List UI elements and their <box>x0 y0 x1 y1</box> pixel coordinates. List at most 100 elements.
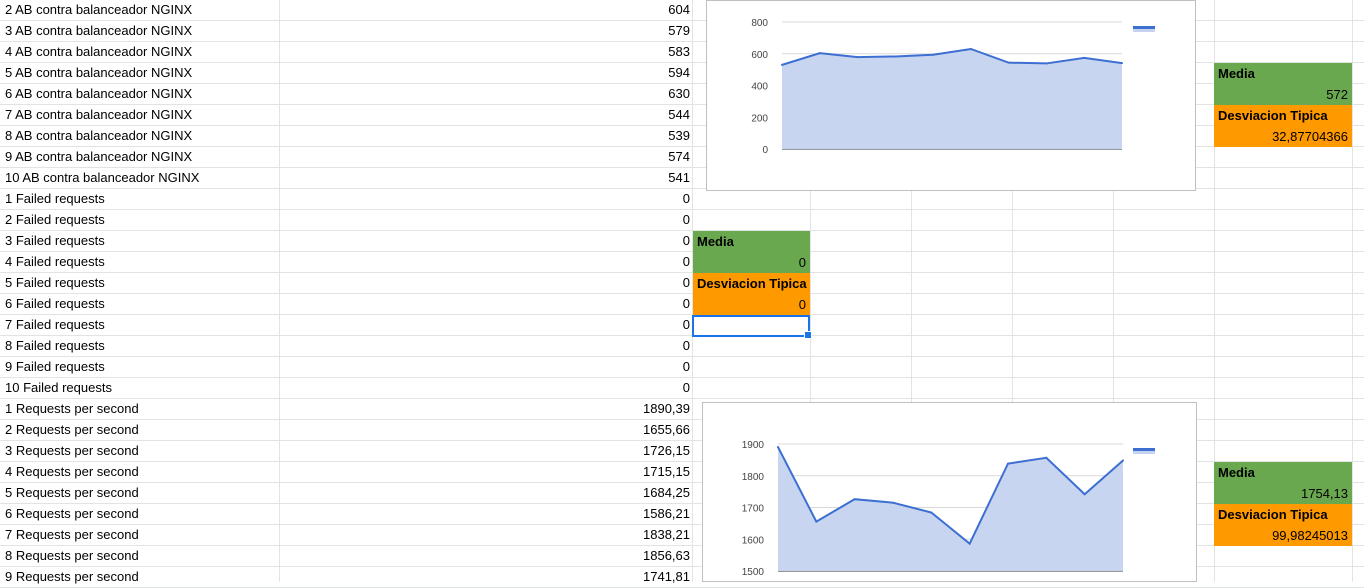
table-row[interactable]: 1 Failed requests 0 <box>0 189 1364 210</box>
media-value-nginx[interactable]: 572 <box>1214 84 1352 105</box>
table-row[interactable]: 2 Requests per second 1655,66 <box>0 420 1364 441</box>
row-value-cell[interactable]: 1741,81 <box>643 569 690 584</box>
row-value-cell[interactable]: 544 <box>668 107 690 122</box>
table-row[interactable]: 6 AB contra balanceador NGINX 630 <box>0 84 1364 105</box>
row-label-cell[interactable]: 4 AB contra balanceador NGINX <box>5 44 193 59</box>
row-label-cell[interactable]: 3 Requests per second <box>5 443 139 458</box>
row-value-cell[interactable]: 1715,15 <box>643 464 690 479</box>
table-row[interactable]: 8 AB contra balanceador NGINX 539 <box>0 126 1364 147</box>
desviacion-value-failed[interactable]: 0 <box>693 294 810 315</box>
table-row[interactable]: 8 Failed requests 0 <box>0 336 1364 357</box>
table-row[interactable]: 8 Requests per second 1856,63 <box>0 546 1364 567</box>
row-value-cell[interactable]: 1655,66 <box>643 422 690 437</box>
table-row[interactable]: 3 Requests per second 1726,15 <box>0 441 1364 462</box>
row-value-cell[interactable]: 0 <box>682 380 690 395</box>
row-value-cell[interactable]: 0 <box>682 212 690 227</box>
row-label-cell[interactable]: 7 Requests per second <box>5 527 139 542</box>
row-value-cell[interactable]: 0 <box>682 275 690 290</box>
table-row[interactable]: 9 Failed requests 0 <box>0 357 1364 378</box>
table-row[interactable]: 10 AB contra balanceador NGINX 541 <box>0 168 1364 189</box>
row-label-cell[interactable]: 4 Requests per second <box>5 464 139 479</box>
row-label-cell[interactable]: 8 Failed requests <box>5 338 105 353</box>
row-value-cell[interactable]: 0 <box>682 296 690 311</box>
row-label-cell[interactable]: 4 Failed requests <box>5 254 105 269</box>
table-row[interactable]: 7 AB contra balanceador NGINX 544 <box>0 105 1364 126</box>
row-value-cell[interactable]: 1856,63 <box>643 548 690 563</box>
row-label-cell[interactable]: 3 AB contra balanceador NGINX <box>5 23 193 38</box>
desviacion-label-failed[interactable]: Desviacion Tipica <box>693 273 810 294</box>
table-row[interactable]: 10 Failed requests 0 <box>0 378 1364 399</box>
row-label-cell[interactable]: 2 AB contra balanceador NGINX <box>5 2 193 17</box>
row-label-cell[interactable]: 10 AB contra balanceador NGINX <box>5 170 200 185</box>
row-value-cell[interactable]: 0 <box>682 233 690 248</box>
table-row[interactable]: 4 Failed requests 0 <box>0 252 1364 273</box>
row-value-cell[interactable]: 0 <box>682 338 690 353</box>
table-row[interactable]: 7 Requests per second 1838,21 <box>0 525 1364 546</box>
row-value-cell[interactable]: 1890,39 <box>643 401 690 416</box>
chart-rps-area[interactable]: 1500 1600 1700 1800 1900 <box>702 402 1197 582</box>
row-label-cell[interactable]: 6 AB contra balanceador NGINX <box>5 86 193 101</box>
table-row[interactable]: 9 AB contra balanceador NGINX 574 <box>0 147 1364 168</box>
table-row[interactable]: 2 Failed requests 0 <box>0 210 1364 231</box>
row-value-cell[interactable]: 1684,25 <box>643 485 690 500</box>
row-label-cell[interactable]: 2 Failed requests <box>5 212 105 227</box>
row-value-cell[interactable]: 579 <box>668 23 690 38</box>
row-label-cell[interactable]: 6 Failed requests <box>5 296 105 311</box>
row-label-cell[interactable]: 9 AB contra balanceador NGINX <box>5 149 193 164</box>
table-row[interactable]: 4 Requests per second 1715,15 <box>0 462 1364 483</box>
table-row[interactable]: 5 Requests per second 1684,25 <box>0 483 1364 504</box>
row-value-cell[interactable]: 0 <box>682 317 690 332</box>
row-label-cell[interactable]: 5 Requests per second <box>5 485 139 500</box>
fill-handle[interactable] <box>804 331 812 339</box>
row-label-cell[interactable]: 5 AB contra balanceador NGINX <box>5 65 193 80</box>
row-label-cell[interactable]: 2 Requests per second <box>5 422 139 437</box>
table-row[interactable]: 1 Requests per second 1890,39 <box>0 399 1364 420</box>
desviacion-label-rps[interactable]: Desviacion Tipica <box>1214 504 1352 525</box>
row-value-cell[interactable]: 541 <box>668 170 690 185</box>
table-row[interactable]: 3 Failed requests 0 <box>0 231 1364 252</box>
row-value-cell[interactable]: 1838,21 <box>643 527 690 542</box>
desviacion-value-nginx[interactable]: 32,87704366 <box>1214 126 1352 147</box>
row-label-cell[interactable]: 1 Requests per second <box>5 401 139 416</box>
table-row[interactable]: 4 AB contra balanceador NGINX 583 <box>0 42 1364 63</box>
desviacion-value-rps[interactable]: 99,98245013 <box>1214 525 1352 546</box>
row-value-cell[interactable]: 574 <box>668 149 690 164</box>
row-value-cell[interactable]: 0 <box>682 359 690 374</box>
table-row[interactable]: 7 Failed requests 0 <box>0 315 1364 336</box>
row-label-cell[interactable]: 5 Failed requests <box>5 275 105 290</box>
media-value-failed[interactable]: 0 <box>693 252 810 273</box>
row-label-cell[interactable]: 1 Failed requests <box>5 191 105 206</box>
row-label-cell[interactable]: 7 AB contra balanceador NGINX <box>5 107 193 122</box>
row-value-cell[interactable]: 630 <box>668 86 690 101</box>
row-value-cell[interactable]: 1586,21 <box>643 506 690 521</box>
row-value-cell[interactable]: 604 <box>668 2 690 17</box>
row-label-cell[interactable]: 8 Requests per second <box>5 548 139 563</box>
media-label-nginx[interactable]: Media <box>1214 63 1352 84</box>
table-row[interactable]: 2 AB contra balanceador NGINX 604 <box>0 0 1364 21</box>
row-label-cell[interactable]: 9 Requests per second <box>5 569 139 584</box>
chart-nginx-area[interactable]: 0 200 400 600 800 <box>706 0 1196 191</box>
row-value-cell[interactable]: 0 <box>682 254 690 269</box>
media-value-rps[interactable]: 1754,13 <box>1214 483 1352 504</box>
desviacion-label-nginx[interactable]: Desviacion Tipica <box>1214 105 1352 126</box>
table-row[interactable]: 5 AB contra balanceador NGINX 594 <box>0 63 1364 84</box>
table-row[interactable]: 3 AB contra balanceador NGINX 579 <box>0 21 1364 42</box>
table-row[interactable]: 6 Failed requests 0 <box>0 294 1364 315</box>
row-label-cell[interactable]: 7 Failed requests <box>5 317 105 332</box>
table-row[interactable]: 5 Failed requests 0 <box>0 273 1364 294</box>
row-value-cell[interactable]: 0 <box>682 191 690 206</box>
row-value-cell[interactable]: 1726,15 <box>643 443 690 458</box>
row-value-cell[interactable]: 594 <box>668 65 690 80</box>
row-value-cell[interactable]: 583 <box>668 44 690 59</box>
table-row[interactable]: 6 Requests per second 1586,21 <box>0 504 1364 525</box>
row-label-cell[interactable]: 8 AB contra balanceador NGINX <box>5 128 193 143</box>
row-label-cell[interactable]: 9 Failed requests <box>5 359 105 374</box>
row-label-cell[interactable]: 3 Failed requests <box>5 233 105 248</box>
row-label-cell[interactable]: 6 Requests per second <box>5 506 139 521</box>
media-label-failed[interactable]: Media <box>693 231 810 252</box>
row-value-cell[interactable]: 539 <box>668 128 690 143</box>
media-label-rps[interactable]: Media <box>1214 462 1352 483</box>
selected-cell[interactable] <box>692 315 812 339</box>
row-label-cell[interactable]: 10 Failed requests <box>5 380 112 395</box>
